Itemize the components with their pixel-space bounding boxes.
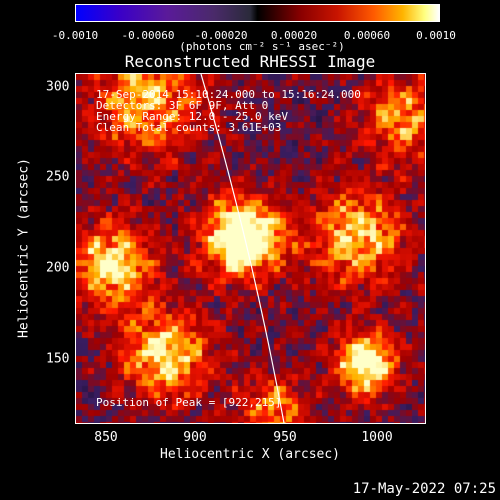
colorbar-tick: 0.00060 [343,29,391,42]
y-tick-label: 300 [46,79,70,95]
clean-counts-label: Clean Total counts: 3.61E+03 [96,121,282,134]
image-plot-area: 17-Sep-2014 15:10:24.000 to 15:16:24.000… [75,73,426,424]
x-tick-label: 900 [183,430,207,445]
colorbar-tick: -0.00020 [194,29,248,42]
colorbar-tick: 0.0010 [416,29,456,42]
y-axis-label: Heliocentric Y (arcsec) [16,157,32,339]
time-range-label: 17-Sep-2014 15:10:24.000 to 15:16:24.000 [96,88,361,101]
peak-position-label: Position of Peak = [922,215] [96,396,282,409]
limb-overlay [200,74,285,423]
colorbar-tick: -0.0010 [51,29,99,42]
x-axis-label: Heliocentric X (arcsec) [159,447,341,462]
footer-timestamp: 17-May-2022 07:25 [352,481,496,497]
energy-range-label: Energy Range: 12.0 - 25.0 keV [96,110,289,123]
y-tick-label: 150 [46,351,70,367]
rhessi-heatmap [76,74,425,423]
colorbar-units: (photons cm⁻² s⁻¹ asec⁻²) [179,40,345,53]
x-tick-label: 850 [94,430,118,445]
detectors-label: Detectors: 3F 6F 9F, Att 0 [96,99,269,112]
colorbar-tick: -0.00060 [121,29,175,42]
colorbar-tick: 0.00020 [270,29,318,42]
solar-limb-line [200,74,285,423]
y-tick-label: 250 [46,169,70,185]
colorbar [75,4,440,22]
x-tick-label: 1000 [361,430,393,445]
x-tick-label: 950 [273,430,297,445]
plot-title: Reconstructed RHESSI Image [124,52,376,71]
y-tick-label: 200 [46,260,70,276]
